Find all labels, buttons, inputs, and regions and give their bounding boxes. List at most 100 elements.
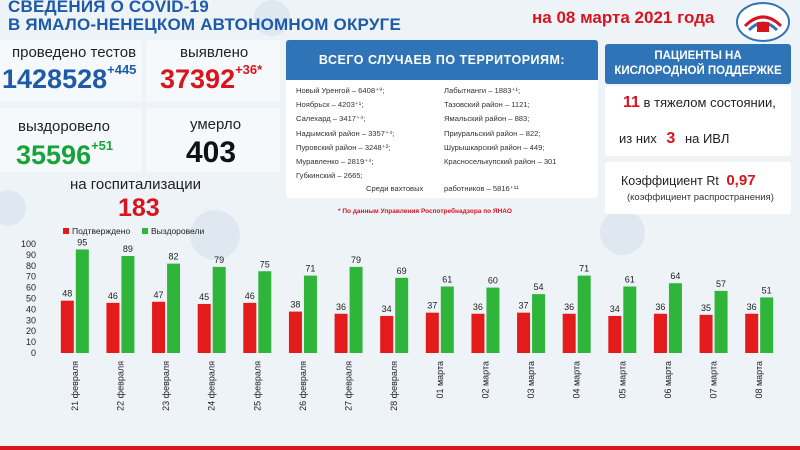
bar-confirmed [197, 303, 211, 353]
data-label: 51 [762, 285, 772, 295]
rt-note: (коэффициент распространения) [627, 192, 774, 203]
data-label: 89 [123, 244, 133, 254]
territory-item: Губкинский – 2665; [296, 171, 363, 181]
x-tick-label: 25 февраля [252, 361, 262, 411]
y-tick-label: 70 [26, 272, 36, 282]
bar-confirmed [517, 312, 531, 353]
bar-confirmed [60, 300, 74, 353]
bar-confirmed [152, 301, 166, 353]
data-label: 46 [245, 291, 255, 301]
bar-recovered [440, 286, 454, 353]
territory-right-column: Лабытнанги – 1883⁺¹; Тазовский район – 11… [444, 84, 557, 169]
data-label: 48 [62, 289, 72, 299]
recovered-value: 35596 [16, 140, 92, 170]
oxygen-support-box: 11 в тяжелом состоянии, из них 3 на ИВЛ [605, 86, 791, 156]
x-tick-label: 08 марта [754, 361, 764, 399]
territory-item: Ямальский район – 883; [444, 114, 530, 124]
territory-item: Ноябрьск – 4203⁺¹; [296, 100, 364, 110]
bar-confirmed [106, 302, 120, 353]
x-tick-label: 05 марта [617, 361, 627, 399]
legend-confirmed: Подтверждено [63, 226, 130, 236]
x-tick-label: 26 февраля [298, 361, 308, 411]
x-tick-label: 22 февраля [115, 361, 125, 411]
detected-label: выявлено [180, 44, 249, 61]
oxygen-support-heading: ПАЦИЕНТЫ НА КИСЛОРОДНОЙ ПОДДЕРЖКЕ [605, 44, 791, 84]
data-label: 36 [473, 302, 483, 312]
footer-bar [0, 446, 800, 450]
tests-label: проведено тестов [12, 44, 137, 61]
detected-value: 37392 [160, 64, 236, 94]
territory-item: Пуровский район – 3248⁺²; [296, 142, 391, 152]
bar-confirmed [653, 313, 667, 353]
data-label: 36 [655, 302, 665, 312]
territory-item: Приуральский район – 822; [444, 128, 541, 138]
y-tick-label: 40 [26, 304, 36, 314]
data-label: 34 [610, 304, 620, 314]
data-label: 71 [579, 264, 589, 274]
x-tick-label: 24 февраля [207, 361, 217, 411]
territory-item: Новый Уренгой – 6408⁺⁹; [296, 86, 385, 95]
data-label: 71 [305, 264, 315, 274]
data-label: 79 [214, 255, 224, 265]
data-label: 69 [397, 266, 407, 276]
data-label: 82 [169, 252, 179, 262]
bar-recovered [532, 294, 546, 353]
y-tick-label: 60 [26, 283, 36, 293]
detected-increase: +36* [235, 62, 263, 77]
data-label: 60 [488, 276, 498, 286]
x-tick-label: 21 февраля [70, 361, 80, 411]
data-label: 75 [260, 259, 270, 269]
x-tick-label: 04 марта [572, 361, 582, 399]
territory-item: Муравленко – 2819⁺⁴; [296, 157, 374, 167]
data-label: 47 [154, 290, 164, 300]
x-tick-label: 07 марта [709, 361, 719, 399]
data-label: 38 [290, 300, 300, 310]
tests-increase: +445 [107, 62, 137, 77]
bar-confirmed [608, 315, 622, 353]
y-tick-label: 90 [26, 250, 36, 260]
bar-recovered [714, 290, 728, 353]
bar-confirmed [288, 311, 302, 353]
territory-heading: ВСЕГО СЛУЧАЕВ ПО ТЕРРИТОРИЯМ: [286, 40, 598, 80]
shift-workers-value: работников – 5816⁺¹¹ [444, 184, 519, 193]
title-line-2: В ЯМАЛО-НЕНЕЦКОМ АВТОНОМНОМ ОКРУГЕ [8, 15, 402, 34]
ventilator-count: 3 [666, 130, 676, 147]
legend-swatch-confirmed [63, 228, 69, 234]
data-label: 37 [519, 301, 529, 311]
oxygen-heading-line-2: КИСЛОРОДНОЙ ПОДДЕРЖКЕ [614, 65, 782, 77]
source-note: * По данным Управления Роспотребнадзора … [338, 208, 512, 215]
legend-recovered: Выздоровели [142, 226, 204, 236]
severe-count: 11 [623, 94, 640, 111]
bar-recovered [760, 297, 774, 353]
recovered-label: выздоровело [18, 118, 110, 135]
data-label: 37 [427, 301, 437, 311]
hospitalization-label: на госпитализации [70, 176, 202, 193]
data-label: 54 [534, 282, 544, 292]
bar-recovered [258, 271, 272, 353]
x-tick-label: 23 февраля [161, 361, 171, 411]
report-date: на 08 марта 2021 года [532, 8, 715, 27]
data-label: 34 [382, 304, 392, 314]
bar-recovered [212, 266, 226, 353]
data-label: 79 [351, 255, 361, 265]
bar-recovered [75, 249, 89, 353]
territory-item: Шурышкарский район – 449; [444, 142, 545, 152]
legend-label-confirmed: Подтверждено [72, 226, 131, 236]
data-label: 36 [747, 302, 757, 312]
y-tick-label: 100 [21, 239, 36, 249]
hospitalization-card: на госпитализации 183 [40, 174, 240, 222]
bar-recovered [167, 263, 181, 353]
y-tick-label: 0 [31, 348, 36, 358]
data-label: 61 [625, 275, 635, 285]
territory-panel: ВСЕГО СЛУЧАЕВ ПО ТЕРРИТОРИЯМ: Новый Урен… [286, 40, 598, 198]
rt-label: Коэффициент Rt [621, 174, 719, 188]
bar-recovered [623, 286, 637, 353]
data-label: 46 [108, 291, 118, 301]
recovered-increase: +51 [91, 138, 114, 153]
ventilator-label: на ИВЛ [684, 131, 730, 146]
oxygen-heading-line-1: ПАЦИЕНТЫ НА [654, 50, 742, 62]
territory-item: Надымский район – 3357⁺⁴; [296, 128, 395, 138]
rt-value: 0,97 [726, 172, 756, 189]
y-tick-label: 30 [26, 315, 36, 325]
tests-card: проведено тестов 1428528+445 [0, 40, 142, 102]
